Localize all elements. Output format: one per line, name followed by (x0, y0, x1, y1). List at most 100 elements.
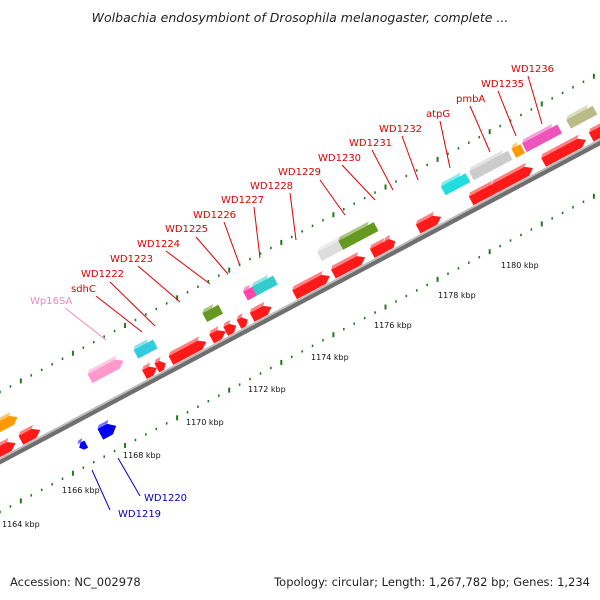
gene-arrow-reverse-shape (97, 423, 117, 440)
scale-label: 1172 kbp (248, 385, 286, 394)
gene-label-wd1226[interactable]: WD1226 (193, 210, 236, 221)
scale-label: 1180 kbp (501, 261, 539, 270)
gene-label-sdhc[interactable]: sdhC (71, 284, 96, 295)
gene-arrow-feature-shape (511, 144, 525, 158)
gene-arrow-forward-shape (491, 166, 533, 194)
label-leader-line (319, 179, 346, 216)
genome-summary-text: Topology: circular; Length: 1,267,782 bp… (274, 575, 590, 589)
gene-label-wd1236[interactable]: WD1236 (511, 64, 554, 75)
label-leader-line (195, 236, 229, 275)
label-leader-line (371, 149, 394, 191)
gene-arrow-forward (168, 336, 207, 365)
gene-features (0, 104, 600, 458)
gene-arrow-forward (154, 356, 166, 373)
gene-arrow-forward-shape (18, 428, 41, 445)
gene-arrow-forward-shape (168, 340, 207, 365)
gene-label-pmba[interactable]: pmbA (456, 94, 485, 105)
label-leader-line (117, 457, 141, 497)
gene-arrow-forward-shape (209, 330, 226, 344)
gene-arrow-forward-shade (292, 270, 323, 291)
label-leader-line (109, 281, 156, 327)
gene-arrow-forward (369, 237, 392, 258)
gene-arrow-feature-shape (251, 275, 278, 296)
gene-label-wd1222[interactable]: WD1222 (81, 269, 124, 280)
gene-label-wd1219[interactable]: WD1219 (118, 509, 161, 520)
gene-arrow-forward-shade (249, 301, 265, 313)
label-leader-line (401, 135, 419, 181)
scale-label: 1168 kbp (123, 451, 161, 460)
gene-arrow-forward-shade (209, 326, 219, 335)
label-leader-line (91, 469, 111, 511)
gene-arrow-feature-shape (522, 124, 563, 153)
gene-arrow-forward-shape (292, 274, 330, 300)
gene-label-wd1230[interactable]: WD1230 (318, 153, 361, 164)
label-leader-line (289, 192, 297, 241)
gene-arrow-feature (522, 123, 563, 153)
label-leader-line (253, 206, 261, 259)
gene-arrow-feature-shape (440, 173, 471, 196)
gene-arrow-feature-shade (566, 104, 588, 120)
gene-label-wd1231[interactable]: WD1231 (349, 138, 392, 149)
gene-arrow-forward-shade (18, 424, 33, 436)
gene-arrow-forward (236, 313, 248, 329)
gene-arrow-reverse-shape (79, 440, 89, 450)
gene-arrow-feature-shade (469, 149, 503, 172)
label-leader-line (527, 75, 543, 125)
gene-arrow-feature (338, 221, 379, 250)
gene-arrow-feature-shade (511, 142, 518, 149)
genome-backbone (0, 138, 600, 465)
gene-arrow-forward (541, 134, 586, 167)
gene-arrow-feature-shade (317, 234, 345, 253)
gene-arrow-forward (142, 362, 157, 380)
gene-label-wd1220[interactable]: WD1220 (144, 493, 187, 504)
gene-arrow-forward-shape (384, 238, 396, 251)
label-leader-line (469, 105, 491, 153)
gene-arrow-forward-shade (369, 237, 385, 250)
gene-arrow-forward-shape (588, 120, 600, 142)
gene-arrow-feature (87, 355, 124, 384)
gene-arrow-feature-shade (338, 221, 369, 241)
gene-arrow-forward-shade (142, 362, 151, 371)
gene-arrow-feature (133, 338, 158, 359)
scale-label: 1176 kbp (374, 321, 412, 330)
gene-arrow-reverse (97, 419, 117, 440)
gene-arrow-forward (292, 270, 330, 300)
gene-arrow-forward-shade (331, 252, 358, 270)
gene-label-wd1225[interactable]: WD1225 (165, 224, 208, 235)
gene-arrow-forward-shape (369, 242, 392, 258)
gene-arrow-forward (588, 116, 600, 142)
gene-arrow-feature-shade (243, 284, 251, 292)
gene-arrow-forward-shade (588, 116, 600, 133)
gene-label-wd1224[interactable]: WD1224 (137, 239, 180, 250)
gene-arrow-feature-shade (87, 355, 117, 375)
gene-label-wd1232[interactable]: WD1232 (379, 124, 422, 135)
label-leader-line (341, 164, 376, 201)
gene-arrow-feature-shade (0, 411, 11, 424)
gene-arrow-forward-shade (468, 180, 493, 197)
scale-labels: 1164 kbp 1166 kbp 1168 kbp 1170 kbp 1172… (2, 261, 539, 529)
gene-label-atpg[interactable]: atpG (426, 109, 450, 120)
gene-arrow-forward-shade (415, 211, 434, 225)
gene-arrow-forward (18, 424, 41, 445)
gene-arrow-forward-shape (236, 317, 248, 329)
gene-label-wd1229[interactable]: WD1229 (278, 167, 321, 178)
gene-arrow-forward-shape (223, 323, 237, 336)
gene-arrow-forward-shape (142, 366, 157, 380)
gene-arrow-forward (249, 301, 272, 322)
scale-label: 1174 kbp (311, 353, 349, 362)
map-title: Wolbachia endosymbiont of Drosophila mel… (91, 10, 509, 25)
gene-label-wd1227[interactable]: WD1227 (221, 195, 264, 206)
gene-label-wp16sa[interactable]: Wp16SA (30, 296, 72, 307)
gene-arrow-feature-shade (440, 172, 461, 187)
gene-arrow-forward-shape (249, 305, 272, 322)
gene-arrow-feature-shape (87, 359, 124, 384)
accession-text: Accession: NC_002978 (10, 575, 141, 589)
gene-arrow-forward (468, 180, 500, 206)
gene-label-wd1228[interactable]: WD1228 (250, 181, 293, 192)
gene-arrow-feature (0, 411, 18, 433)
gene-label-wd1223[interactable]: WD1223 (110, 254, 153, 265)
gene-arrow-reverse-shade (97, 419, 109, 430)
gene-arrow-forward (415, 211, 442, 234)
gene-label-wd1235[interactable]: WD1235 (481, 79, 524, 90)
